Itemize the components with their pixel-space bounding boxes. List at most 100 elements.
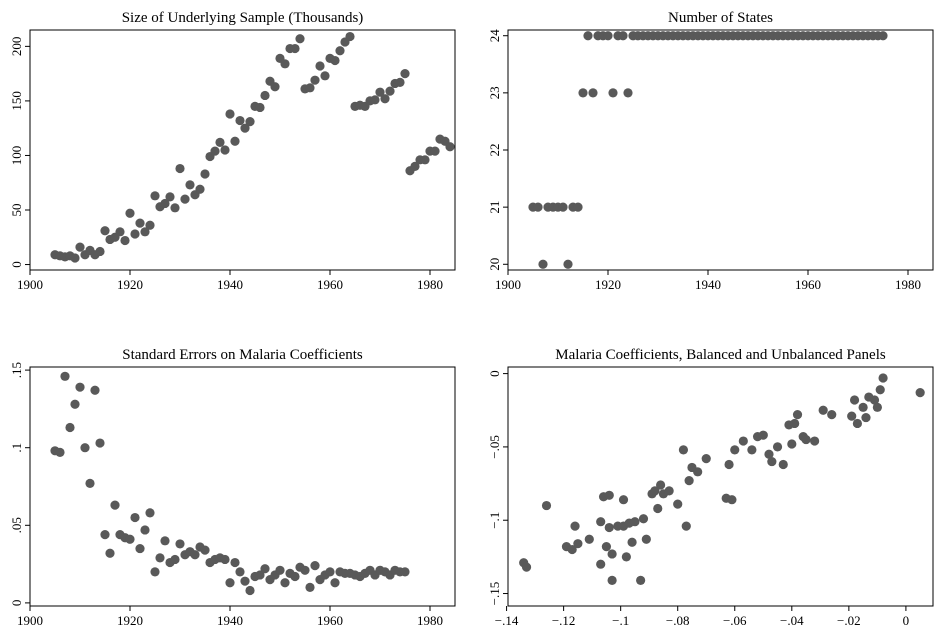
scatter-point [607,575,617,585]
scatter-point [641,534,651,544]
scatter-point [827,410,837,420]
scatter-point [573,539,583,549]
scatter-point [847,411,857,421]
scatter-point [215,137,225,147]
scatter-point [280,59,290,69]
scatter-point [135,543,145,554]
scatter-point [878,31,888,41]
scatter-point [915,388,925,398]
scatter-point [410,161,420,171]
x-tick-label: −.14 [495,613,519,628]
plot-frame [29,29,456,271]
scatter-point [875,385,885,395]
scatter-point [195,184,205,194]
scatter-point [787,439,797,449]
scatter-point [305,83,315,93]
plot-frame [29,366,456,607]
scatter-point [603,31,613,41]
scatter-point [538,259,548,269]
x-tick-label: −.04 [780,613,804,628]
scatter-point [861,412,871,423]
y-tick-label: 20 [487,258,502,271]
scatter-point [673,499,683,509]
y-tick-label: 200 [9,37,24,57]
scatter-point [583,31,593,41]
scatter-point [290,43,300,54]
scatter-point [601,542,612,552]
scatter-point [175,163,185,174]
scatter-point [260,90,270,101]
plot-frame [507,29,934,271]
scatter-point [604,522,614,533]
panel-1: Size of Underlying Sample (Thousands) 190… [9,10,456,292]
scatter-point [653,503,663,514]
scatter-point [445,142,455,152]
scatter-point [270,82,280,92]
scatter-point [330,55,340,66]
x-tick-label: 1900 [17,613,43,628]
scatter-point [869,395,880,405]
x-tick-label: 1980 [417,277,443,292]
chart-title: Malaria Coefficients, Balanced and Unbal… [555,347,886,363]
scatter-point [145,508,155,518]
scatter-point [852,418,863,429]
scatter-point [60,371,70,381]
scatter-point [110,500,120,510]
scatter-point [310,561,320,571]
scatter-point [636,575,646,585]
scatter-point [573,202,583,212]
scatter-point [125,208,135,218]
scatter-point [105,548,115,558]
scatter-point [235,115,245,126]
x-tick-label: 1960 [795,277,821,292]
scatter-point [245,585,255,596]
y-tick-label: 0 [9,261,24,268]
scatter-point [315,61,325,71]
scatter-point [90,385,100,395]
scatter-point [280,578,290,588]
y-tick-label: 150 [9,91,24,111]
scatter-point [55,447,65,457]
scatter-point [95,246,105,257]
scatter-point [75,242,85,252]
y-tick-label: 24 [487,29,502,43]
scatter-point [220,145,230,155]
scatter-point [604,490,614,500]
scatter-point [730,445,740,455]
scatter-point [621,552,631,562]
scatter-point [190,550,200,560]
x-tick-label: 1960 [317,277,343,292]
scatter-point [618,495,629,505]
x-tick-label: −.06 [723,613,747,628]
scatter-point [200,545,210,555]
scatter-point [430,146,440,156]
scatter-point [681,521,691,531]
scatter-point [275,565,285,575]
scatter-point [185,180,195,190]
scatter-point [65,422,75,433]
scatter-point [738,436,748,446]
scatter-point [693,467,703,477]
y-tick-label: 100 [9,146,24,166]
scatter-point [758,430,768,440]
scatter-point [160,536,170,546]
scatter-point [235,567,245,577]
chart-title: Standard Errors on Malaria Coefficients [122,347,363,363]
scatter-point [200,169,210,179]
y-tick-label: 0 [487,370,502,377]
scatter-point [627,537,637,547]
scatter-point [150,567,160,577]
scatter-point [210,146,220,156]
scatter-point [608,88,618,98]
scatter-point [300,565,310,575]
panel-4: Malaria Coefficients, Balanced and Unbal… [487,347,934,628]
scatter-point [375,87,385,97]
scatter-point [70,399,80,409]
scatter-point [385,86,395,96]
scatter-point [521,562,532,572]
y-tick-label: .05 [9,517,24,533]
scatter-point [310,75,320,85]
scatter-point [125,534,135,544]
scatter-point [335,46,345,56]
